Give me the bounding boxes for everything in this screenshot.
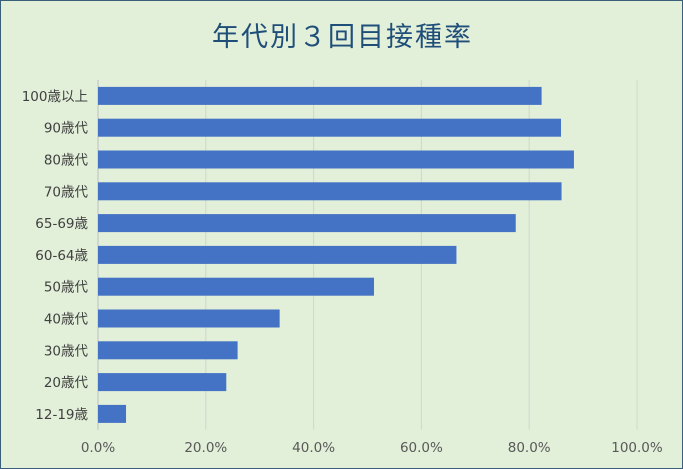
category-label: 30歳代 [44,343,89,359]
bar [98,86,542,105]
category-labels: 100歳以上 90歳代 80歳代 70歳代 65-69歳 60-64歳 50歳代 40歳代 30… [22,89,89,423]
x-tick-label: 60.0% [400,440,443,456]
x-tick-label: 40.0% [292,440,335,456]
bar [98,118,562,137]
bar [98,150,574,169]
category-label: 65-69歳 [35,216,88,232]
bar [98,277,374,296]
category-label: 12-19歳 [35,407,88,423]
category-label: 20歳代 [44,375,89,391]
x-tick-labels: 0.0% 20.0% 40.0% 60.0% 80.0% 100.0% [81,440,663,456]
bars [98,86,574,423]
bar [98,245,457,264]
chart-title: 年代別３回目接種率 [212,22,473,53]
category-label: 90歳代 [44,121,89,137]
x-tick-label: 0.0% [81,440,115,456]
category-label: 50歳代 [44,280,89,296]
bar [98,404,127,423]
category-label: 60-64歳 [35,248,88,264]
x-tick-label: 100.0% [611,440,663,456]
bar [98,373,227,392]
bar [98,182,562,201]
category-label: 100歳以上 [22,89,88,105]
bar [98,309,280,328]
x-tick-label: 80.0% [508,440,551,456]
bar [98,214,516,233]
category-label: 40歳代 [44,312,89,328]
category-label: 80歳代 [44,153,89,169]
category-label: 70歳代 [44,184,89,200]
bar [98,341,238,360]
x-tick-label: 20.0% [184,440,227,456]
